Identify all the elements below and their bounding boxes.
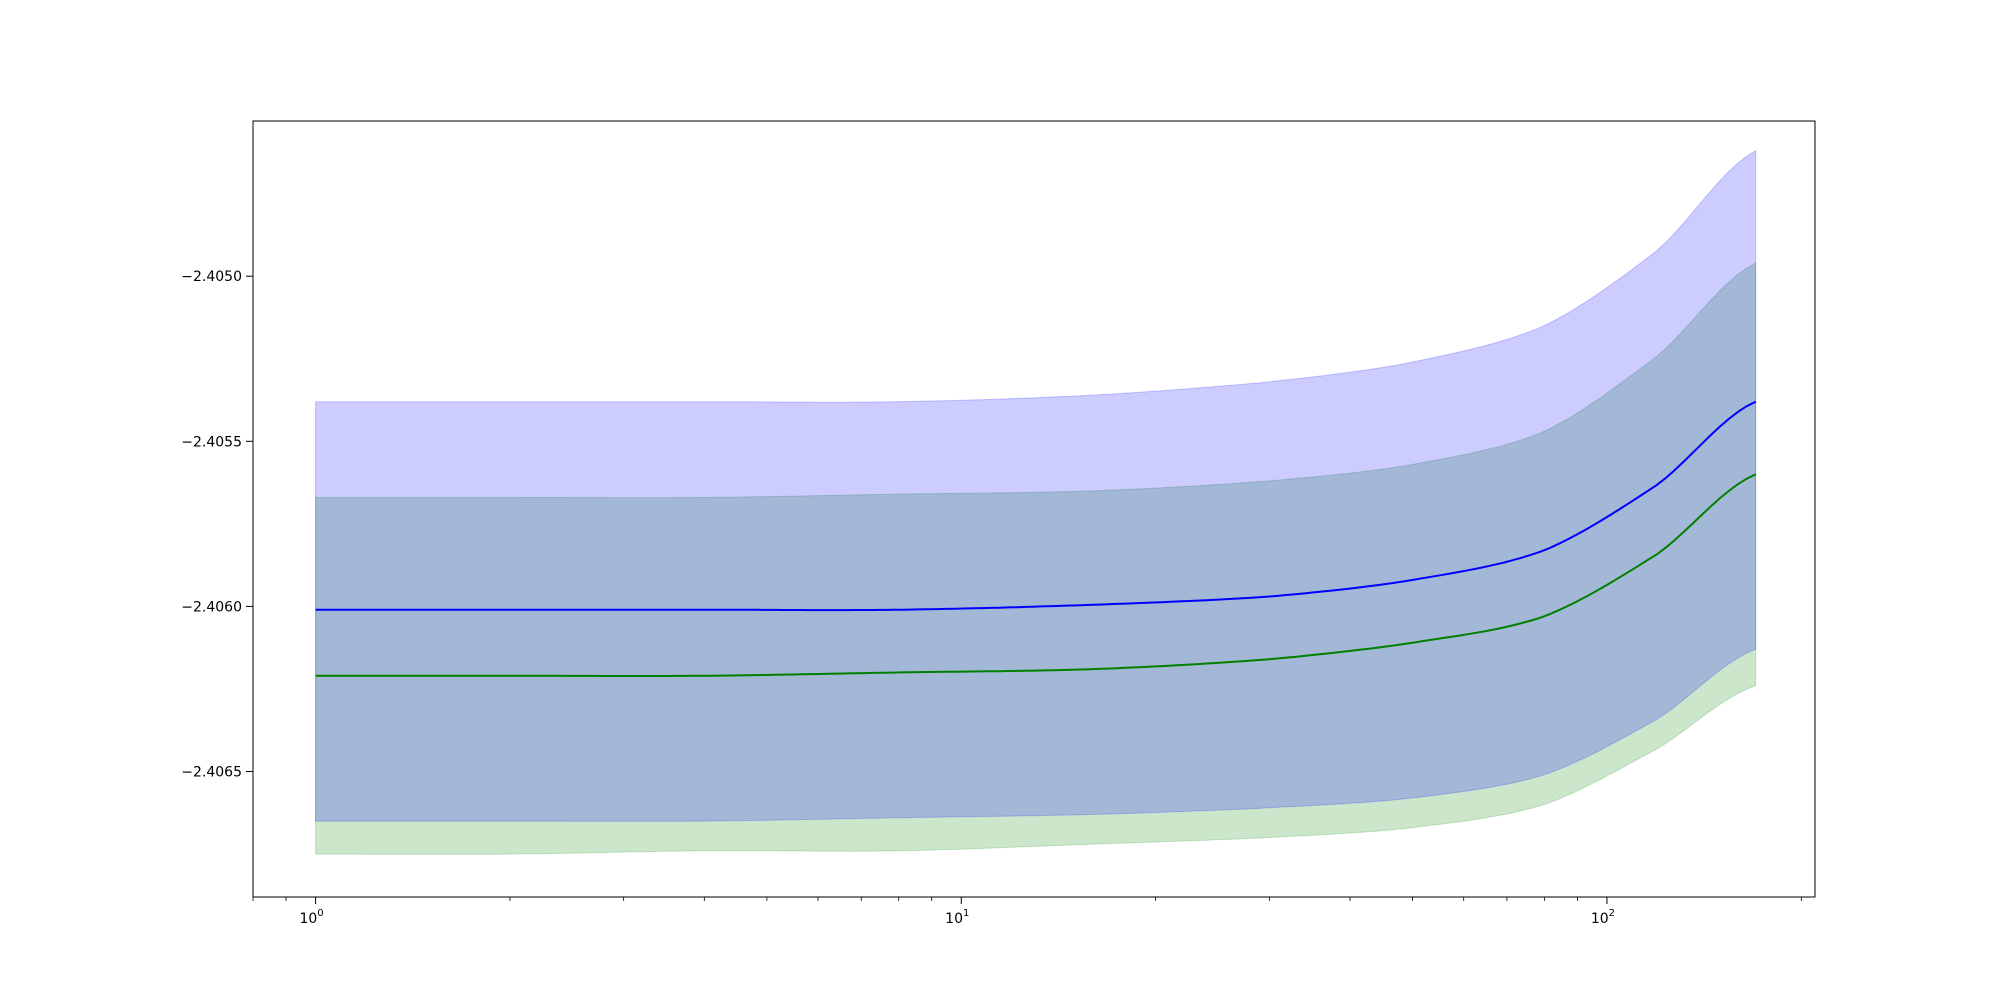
band-series-1 bbox=[315, 262, 1757, 855]
confidence-bands bbox=[315, 149, 1757, 855]
band-series-0 bbox=[315, 149, 1757, 822]
x-tick-label: 102 bbox=[1591, 908, 1615, 927]
y-axis: −2.4050 −2.4055 −2.4060 −2.4065 bbox=[181, 269, 253, 781]
y-tick-label: −2.4065 bbox=[181, 765, 242, 781]
series-lines bbox=[315, 400, 1757, 677]
x-tick-label: 100 bbox=[299, 908, 323, 927]
plot-frame bbox=[252, 120, 1816, 898]
x-axis: 100 101 102 bbox=[252, 897, 1802, 927]
y-tick-label: −2.4060 bbox=[181, 599, 242, 615]
line-series-0 bbox=[315, 400, 1757, 612]
y-tick-label: −2.4050 bbox=[181, 269, 242, 285]
line-series-1 bbox=[315, 473, 1757, 677]
y-tick-label: −2.4055 bbox=[181, 434, 242, 450]
x-tick-label: 101 bbox=[945, 908, 969, 927]
